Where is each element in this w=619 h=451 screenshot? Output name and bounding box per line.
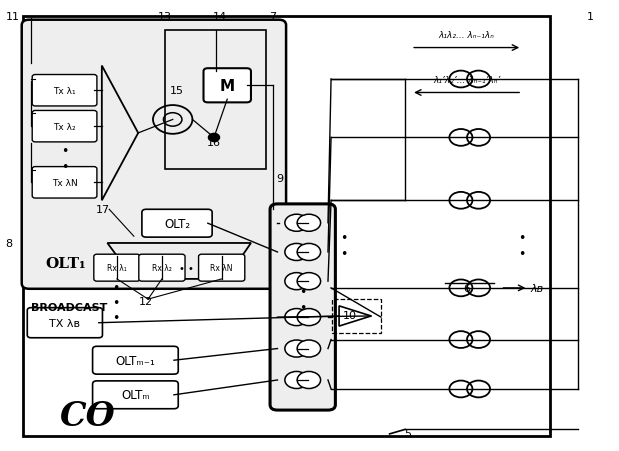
Text: BROADCAST: BROADCAST	[31, 302, 107, 312]
Text: Rx λN: Rx λN	[210, 263, 233, 272]
Bar	[332, 299, 381, 333]
Text: Tx λ₁: Tx λ₁	[53, 87, 76, 96]
Text: •
•: • •	[340, 231, 347, 260]
Bar	[165, 31, 266, 170]
Text: •
•: • •	[299, 285, 306, 314]
Circle shape	[297, 273, 321, 290]
Circle shape	[297, 340, 321, 357]
Circle shape	[285, 215, 308, 232]
Text: Tx λN: Tx λN	[51, 179, 77, 188]
FancyBboxPatch shape	[139, 255, 185, 281]
Text: 17: 17	[96, 205, 110, 215]
Circle shape	[297, 309, 321, 326]
Text: 12: 12	[139, 297, 154, 307]
Text: 15: 15	[170, 86, 184, 96]
Text: OLTₘ: OLTₘ	[121, 388, 150, 401]
Text: λ₁λ₂... λₙ₋₁λₙ: λ₁λ₂... λₙ₋₁λₙ	[439, 32, 495, 41]
FancyBboxPatch shape	[27, 308, 103, 338]
FancyBboxPatch shape	[94, 255, 140, 281]
Text: 8: 8	[5, 239, 12, 249]
Text: •
•
•: • • •	[111, 281, 119, 324]
Circle shape	[297, 372, 321, 389]
Circle shape	[285, 244, 308, 261]
FancyBboxPatch shape	[93, 346, 178, 374]
FancyBboxPatch shape	[270, 204, 335, 410]
Text: 13: 13	[158, 12, 171, 22]
Text: 9: 9	[276, 174, 284, 184]
Text: TX λʙ: TX λʙ	[50, 318, 80, 328]
Text: •
•: • •	[61, 145, 69, 174]
Circle shape	[209, 134, 220, 142]
Text: 14: 14	[213, 12, 227, 22]
Text: OLT₂: OLT₂	[164, 217, 190, 230]
Text: Tx λ₂: Tx λ₂	[53, 122, 76, 131]
Bar	[23, 17, 550, 436]
Text: • •: • •	[179, 263, 194, 273]
Text: λʙ: λʙ	[530, 283, 543, 293]
Circle shape	[297, 215, 321, 232]
FancyBboxPatch shape	[142, 210, 212, 238]
Circle shape	[285, 309, 308, 326]
Text: 5: 5	[405, 428, 412, 437]
Text: 11: 11	[6, 12, 19, 22]
Circle shape	[285, 340, 308, 357]
Circle shape	[285, 273, 308, 290]
FancyBboxPatch shape	[32, 167, 97, 198]
FancyBboxPatch shape	[204, 69, 251, 103]
FancyBboxPatch shape	[93, 381, 178, 409]
FancyBboxPatch shape	[199, 255, 245, 281]
Text: 1: 1	[586, 12, 594, 22]
FancyBboxPatch shape	[32, 111, 97, 143]
Text: M: M	[220, 78, 235, 94]
Text: Rx λ₁: Rx λ₁	[107, 263, 127, 272]
Text: Rx λ₂: Rx λ₂	[152, 263, 172, 272]
Text: CO: CO	[60, 400, 116, 433]
Text: •
•: • •	[518, 231, 526, 260]
Text: 6: 6	[463, 283, 470, 293]
Text: λ₁’λ₂’... λₙ₋₁’λₙ’: λ₁’λ₂’... λₙ₋₁’λₙ’	[433, 76, 500, 85]
Text: OLT₁: OLT₁	[46, 257, 87, 271]
FancyBboxPatch shape	[32, 75, 97, 107]
Text: 16: 16	[207, 138, 221, 147]
Text: 10: 10	[342, 310, 357, 320]
FancyBboxPatch shape	[22, 21, 286, 289]
Text: OLTₘ₋₁: OLTₘ₋₁	[116, 354, 155, 367]
Circle shape	[285, 372, 308, 389]
Text: 7: 7	[269, 12, 276, 22]
Circle shape	[297, 244, 321, 261]
